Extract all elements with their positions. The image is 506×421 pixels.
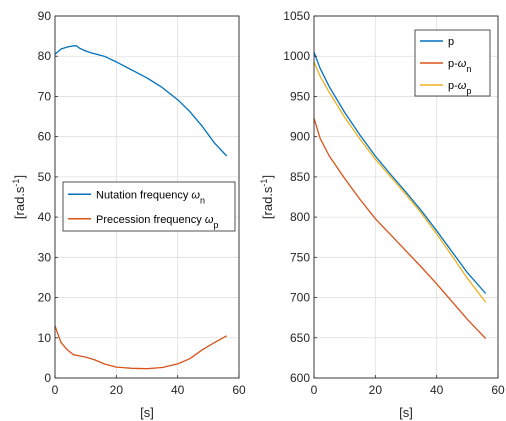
x-axis-label: [s] — [399, 405, 413, 420]
y-tick-label: 1000 — [283, 49, 310, 63]
y-axis-label: [rad.s-1] — [259, 175, 275, 219]
x-axis-label: [s] — [140, 405, 154, 420]
legend-entry-1: Nutation frequency ωn — [96, 189, 205, 205]
series-line-2 — [313, 118, 487, 340]
series-line-2 — [54, 325, 228, 370]
y-tick-label: 850 — [290, 170, 310, 184]
y-tick-label: 700 — [290, 291, 310, 305]
y-tick-label: 60 — [38, 130, 52, 144]
x-tick-label: 0 — [52, 383, 59, 397]
chart-1: 0 20 40 60 0 10 20 30 40 50 60 70 80 90 [s] [rad.s-1] Nu… — [11, 9, 246, 420]
series-line-1 — [54, 45, 228, 157]
legend-entry-3: p-ωp — [448, 80, 471, 96]
axes-box — [313, 15, 499, 379]
x-tick-label: 40 — [430, 383, 444, 397]
legend-entry-2: p-ωn — [448, 58, 471, 74]
y-tick-label: 950 — [290, 89, 310, 103]
x-tick-label: 20 — [110, 383, 124, 397]
x-tick-label: 20 — [369, 383, 383, 397]
y-tick-label: 50 — [38, 170, 52, 184]
y-axis-label: [rad.s-1] — [11, 175, 27, 219]
y-tick-label: 800 — [290, 210, 310, 224]
y-tick-label: 600 — [290, 371, 310, 385]
y-tick-label: 20 — [38, 291, 52, 305]
chart-2: 0 20 40 60 600 650 700 750 800 850 900 950 1000 1050 [… — [259, 9, 505, 420]
legend: p p-ωn p-ωp — [414, 29, 491, 97]
y-tick-label: 80 — [38, 49, 52, 63]
x-tick-label: 60 — [232, 383, 246, 397]
y-tick-label: 30 — [38, 250, 52, 264]
y-tick-label: 70 — [38, 89, 52, 103]
y-tick-label: 10 — [38, 331, 52, 345]
y-tick-label: 1050 — [283, 9, 310, 23]
axes-box — [54, 15, 240, 379]
y-tick-label: 900 — [290, 130, 310, 144]
series-line-1 — [313, 51, 487, 294]
x-tick-label: 40 — [171, 383, 185, 397]
legend-entry-2: Precession frequency ωp — [96, 214, 218, 230]
y-tick-label: 40 — [38, 210, 52, 224]
legend: Nutation frequency ωn Precession frequenc… — [62, 181, 236, 232]
legend-box — [62, 181, 236, 232]
series-line-3 — [313, 61, 487, 303]
y-tick-label: 750 — [290, 250, 310, 264]
x-tick-label: 60 — [491, 383, 505, 397]
y-tick-label: 650 — [290, 331, 310, 345]
x-tick-label: 0 — [311, 383, 318, 397]
y-tick-label: 0 — [44, 371, 51, 385]
y-tick-label: 90 — [38, 9, 52, 23]
legend-entry-1: p — [448, 36, 454, 48]
